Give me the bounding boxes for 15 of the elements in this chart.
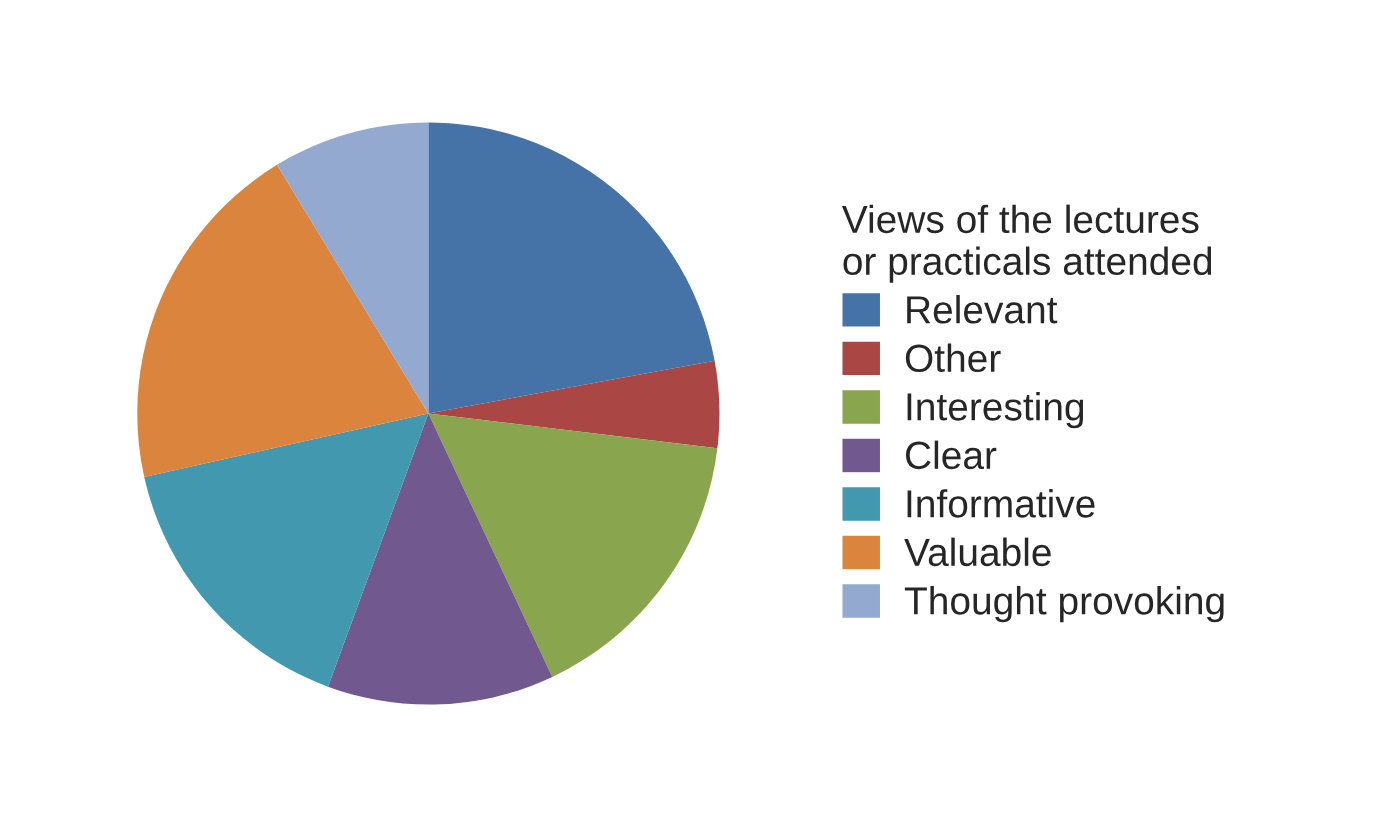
pie-slice (328, 413, 553, 705)
legend-title: Views of the lectures or practicals attended (841, 204, 1212, 283)
pie-slice (137, 164, 429, 477)
legend-label: Informative (907, 489, 1095, 518)
pie-slice (428, 122, 715, 414)
legend-label: Valuable (904, 537, 1051, 567)
legend-label: Other (905, 343, 1001, 373)
pie-slice (144, 413, 429, 687)
legend-label: Relevant (907, 295, 1058, 324)
pie-slice (277, 122, 429, 414)
legend-label: Clear (905, 440, 997, 470)
pie-slice (428, 360, 720, 449)
pie-slice (428, 413, 718, 677)
legend-label: Interesting (907, 392, 1084, 429)
legend-label: Thought provoking (904, 586, 1224, 623)
